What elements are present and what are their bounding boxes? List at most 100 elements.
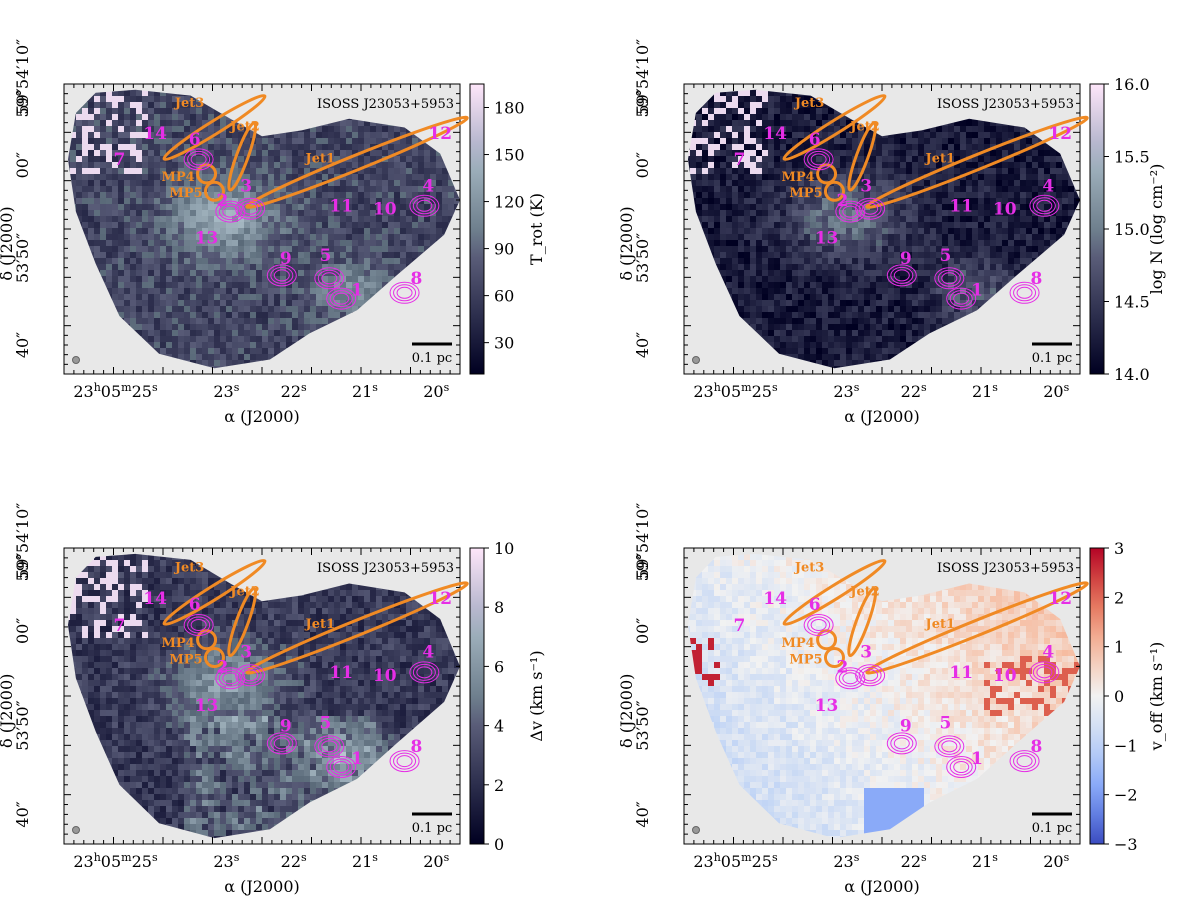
- core-contour: [326, 756, 357, 779]
- jet-ellipse: [162, 94, 267, 161]
- core-contour: [1029, 661, 1060, 684]
- dec-tick-label: 00″: [633, 618, 652, 644]
- core-label-6: 6: [809, 130, 821, 150]
- core-contour: [941, 740, 958, 753]
- core-contour: [329, 290, 353, 308]
- dec-tick-label: 00″: [13, 152, 32, 178]
- core-contour: [1009, 281, 1040, 304]
- core-contour: [183, 613, 214, 636]
- colorbar-tick-label: 0: [1114, 687, 1124, 706]
- core-contour: [1036, 666, 1053, 679]
- core-contour: [949, 758, 973, 776]
- mp5-marker: [203, 647, 225, 669]
- dec-tick-label: 40″: [633, 332, 652, 358]
- core-contour: [835, 667, 866, 690]
- dec-tick-label: 40″: [13, 801, 32, 827]
- beam-marker: [72, 826, 80, 834]
- x-axis-label: α (J2000): [224, 877, 300, 896]
- colorbar: [1089, 547, 1105, 845]
- core-contour: [273, 737, 290, 750]
- dec-tick-label: 53′50″: [633, 233, 652, 283]
- core-label-12: 12: [428, 124, 452, 144]
- colorbar-label: v_off (km s⁻¹): [1147, 642, 1166, 752]
- mp4-label: MP4: [781, 636, 814, 651]
- core-contour: [321, 272, 338, 285]
- jet3-label: Jet3: [794, 96, 824, 111]
- colorbar-tick-label: 3: [1114, 539, 1124, 558]
- core-contour: [409, 194, 440, 217]
- core-label-5: 5: [939, 714, 951, 734]
- colorbar-tick-label: 15.0: [1114, 220, 1150, 239]
- core-contour: [321, 740, 338, 753]
- core-contour: [393, 284, 417, 302]
- core-label-3: 3: [240, 176, 252, 196]
- core-contour: [803, 613, 834, 636]
- jet-ellipse: [782, 558, 887, 626]
- core-label-1: 1: [971, 749, 983, 769]
- core-contour: [416, 666, 433, 679]
- core-contour: [416, 199, 433, 212]
- ra-tick-label: 23h05m25s: [693, 851, 778, 872]
- core-label-2: 2: [836, 657, 848, 677]
- core-contour: [218, 669, 242, 687]
- x-axis-label: α (J2000): [224, 407, 300, 426]
- scale-bar-label: 0.1 pc: [1032, 351, 1072, 366]
- core-label-13: 13: [195, 229, 219, 249]
- core-contour: [238, 666, 262, 684]
- core-contour: [187, 150, 211, 168]
- ra-tick-label: 23s: [833, 851, 859, 872]
- core-label-8: 8: [1031, 269, 1043, 289]
- core-label-11: 11: [949, 663, 973, 683]
- core-label-10: 10: [993, 200, 1017, 220]
- core-contour: [242, 202, 259, 215]
- core-contour: [858, 200, 882, 218]
- core-label-7: 7: [734, 616, 746, 636]
- core-contour: [842, 205, 859, 218]
- core-label-14: 14: [143, 124, 167, 144]
- core-contour: [215, 200, 246, 223]
- core-contour: [333, 761, 350, 774]
- core-contour: [190, 153, 207, 166]
- core-label-13: 13: [815, 229, 839, 249]
- scale-bar-label: 0.1 pc: [412, 821, 452, 836]
- core-contour: [389, 281, 420, 304]
- core-contour: [317, 269, 341, 287]
- dec-tick-label: 59″: [633, 553, 652, 579]
- dec-tick-label: 59″: [13, 553, 32, 579]
- core-contour: [314, 735, 345, 758]
- core-contour: [412, 197, 436, 215]
- y-axis-label: δ (J2000): [0, 206, 16, 280]
- core-contour: [934, 735, 965, 758]
- core-contour: [1032, 663, 1056, 681]
- core-label-4: 4: [422, 643, 434, 663]
- core-contour: [934, 267, 965, 290]
- core-contour: [270, 734, 294, 752]
- core-label-2: 2: [216, 657, 228, 677]
- core-contour: [838, 669, 862, 687]
- colorbar-tick-label: 4: [494, 717, 504, 736]
- beam-marker: [692, 356, 700, 364]
- x-axis-label: α (J2000): [844, 407, 920, 426]
- jet-ellipse: [865, 115, 1089, 209]
- core-contour: [838, 203, 862, 221]
- dec-tick-label: 59″: [13, 88, 32, 114]
- core-contour: [1032, 197, 1056, 215]
- core-label-9: 9: [900, 249, 912, 269]
- core-label-6: 6: [189, 595, 201, 615]
- core-label-12: 12: [428, 589, 452, 609]
- scale-bar-label: 0.1 pc: [1032, 821, 1072, 836]
- dec-tick-label: 00″: [13, 618, 32, 644]
- dec-tick-label: 59°54′10″: [13, 503, 32, 582]
- core-label-1: 1: [971, 281, 983, 301]
- core-contour: [222, 672, 239, 685]
- core-contour: [941, 272, 958, 285]
- y-axis-label: δ (J2000): [617, 674, 636, 748]
- jet-ellipse: [162, 558, 267, 626]
- core-label-1: 1: [351, 281, 363, 301]
- core-contour: [886, 732, 917, 755]
- jet3-label: Jet3: [174, 561, 204, 576]
